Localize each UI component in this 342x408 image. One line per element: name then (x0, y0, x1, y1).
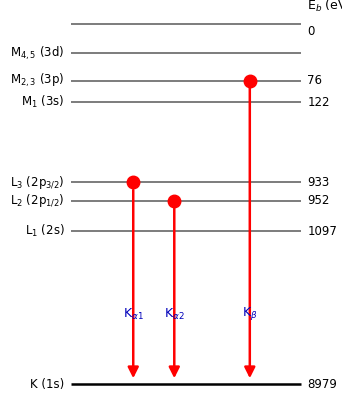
Text: 76: 76 (307, 74, 322, 87)
Text: L$_1$ (2s): L$_1$ (2s) (25, 223, 64, 239)
Text: L$_3$ (2p$_{3/2}$): L$_3$ (2p$_{3/2}$) (10, 174, 64, 191)
Text: K$_{\beta}$: K$_{\beta}$ (242, 304, 258, 322)
Text: 0: 0 (307, 25, 315, 38)
Text: K$_{\alpha 1}$: K$_{\alpha 1}$ (123, 306, 144, 322)
Text: K (1s): K (1s) (30, 378, 64, 391)
Text: K$_{\alpha 2}$: K$_{\alpha 2}$ (164, 306, 185, 322)
Text: M$_{2,3}$ (3p): M$_{2,3}$ (3p) (10, 72, 64, 89)
Text: E$_b$ (eV): E$_b$ (eV) (307, 0, 342, 14)
Text: 8979: 8979 (307, 378, 337, 391)
Text: M$_{4,5}$ (3d): M$_{4,5}$ (3d) (10, 44, 64, 62)
Text: M$_1$ (3s): M$_1$ (3s) (21, 94, 64, 110)
Text: 952: 952 (307, 194, 330, 207)
Text: L$_2$ (2p$_{1/2}$): L$_2$ (2p$_{1/2}$) (10, 193, 64, 209)
Text: 1097: 1097 (307, 225, 337, 238)
Text: 933: 933 (307, 176, 329, 189)
Text: 122: 122 (307, 95, 330, 109)
